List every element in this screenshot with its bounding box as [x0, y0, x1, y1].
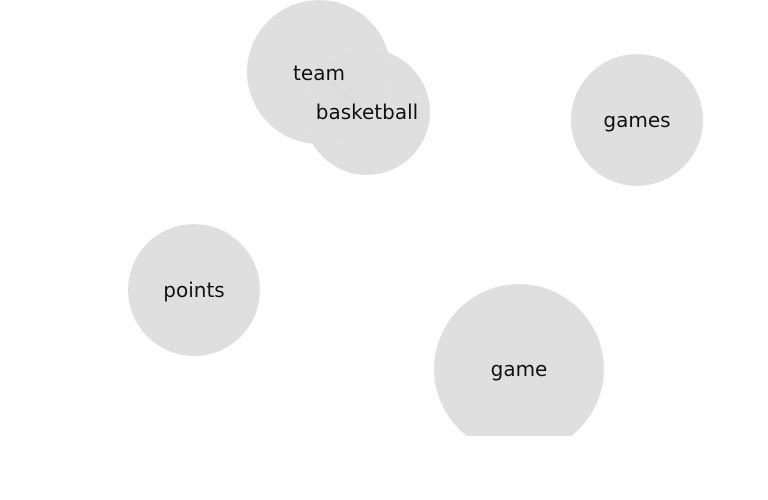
- bubble-label-basketball: basketball: [316, 100, 418, 124]
- bubble-games-circle: [571, 54, 703, 186]
- bubble-basketball-circle: [304, 49, 430, 175]
- bubble-label-games: games: [603, 108, 670, 132]
- bubble-basketball: [304, 49, 430, 175]
- bubble-label-points: points: [163, 278, 224, 302]
- bubble-label-team: team: [293, 61, 345, 85]
- bubble-layer: [128, 0, 703, 436]
- bubble-games: [571, 54, 703, 186]
- bubble-label-game: game: [491, 357, 548, 381]
- bubble-points-circle: [128, 224, 260, 356]
- bubble-game-circle: [434, 284, 604, 436]
- label-layer: team basketball games points game: [163, 61, 670, 381]
- bubble-points: [128, 224, 260, 356]
- bubble-game: [434, 284, 604, 436]
